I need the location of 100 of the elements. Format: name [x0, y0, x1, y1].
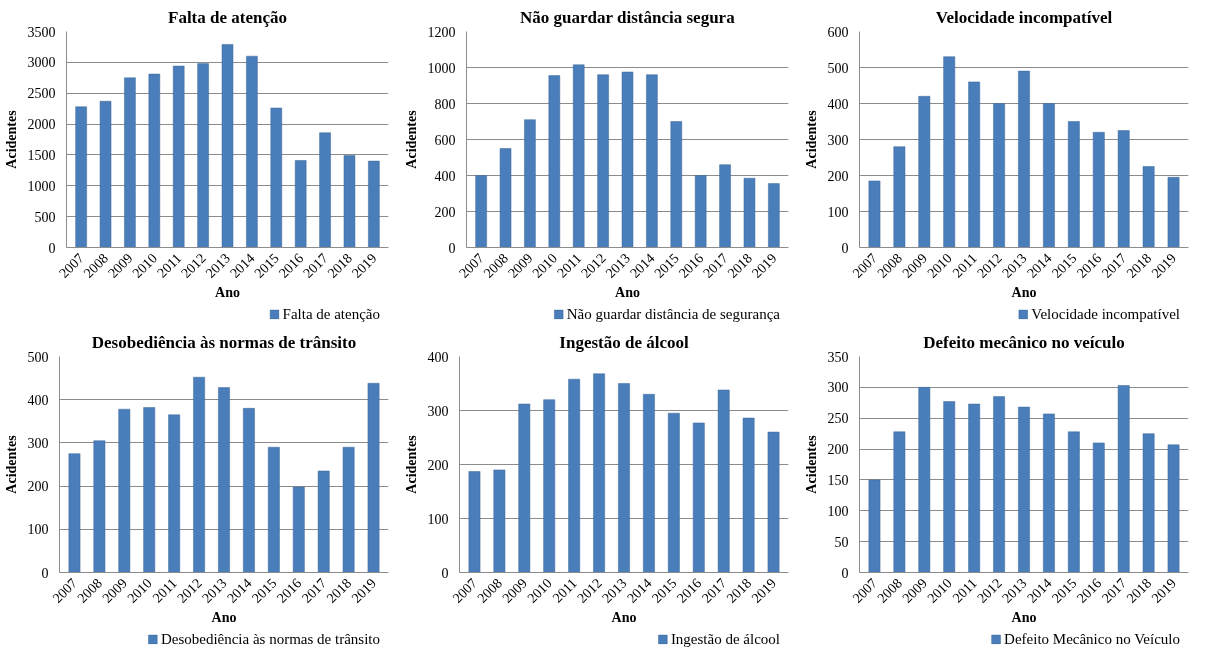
x-axis-title: Ano — [215, 285, 240, 301]
bar — [294, 160, 307, 248]
bar — [99, 100, 112, 248]
bar — [1142, 433, 1155, 573]
y-tick-label: 0 — [841, 240, 849, 256]
bar — [270, 107, 283, 248]
bar — [1043, 103, 1055, 248]
bar — [524, 119, 536, 248]
legend-label: Não guardar distância de segurança — [566, 305, 780, 323]
x-axis-title: Ano — [1011, 610, 1037, 626]
y-tick-label: 400 — [27, 392, 49, 408]
y-tick-label: 1000 — [27, 178, 56, 194]
bar — [597, 74, 609, 248]
chart-title: Velocidade incompatível — [935, 7, 1113, 27]
bar — [246, 55, 258, 248]
y-axis-title: Acidentes — [3, 109, 19, 169]
y-tick-label: 200 — [827, 442, 849, 458]
y-tick-label: 100 — [827, 503, 849, 519]
bar — [221, 44, 234, 248]
bar — [572, 64, 585, 248]
y-tick-label: 100 — [427, 511, 449, 527]
bar — [621, 71, 634, 248]
bar — [148, 73, 161, 248]
bar — [343, 155, 356, 248]
bar — [243, 408, 255, 573]
bar — [317, 470, 330, 573]
x-axis-title: Ano — [211, 610, 237, 626]
bar — [267, 446, 280, 573]
bar — [868, 479, 881, 573]
bar — [618, 383, 630, 573]
y-tick-label: 3000 — [27, 55, 56, 71]
bar — [493, 469, 506, 573]
bar — [893, 431, 906, 573]
bar — [168, 414, 181, 573]
bar — [993, 103, 1005, 248]
y-axis-title: Acidentes — [3, 434, 19, 494]
bar — [68, 453, 81, 573]
bar — [475, 175, 487, 248]
y-tick-label: 0 — [441, 565, 449, 581]
bar — [670, 121, 683, 248]
bar — [124, 77, 136, 248]
chart-title: Defeito mecânico no veículo — [923, 332, 1125, 352]
chart-title: Ingestão de álcool — [559, 332, 689, 352]
y-tick-label: 0 — [841, 565, 849, 581]
y-tick-label: 0 — [41, 565, 49, 581]
bar — [768, 183, 780, 248]
bar — [868, 180, 881, 248]
legend-label: Falta de atenção — [282, 305, 380, 323]
y-tick-label: 1000 — [427, 60, 456, 76]
y-tick-label: 400 — [427, 349, 449, 365]
chart-title: Falta de atenção — [168, 7, 287, 27]
bar — [993, 396, 1005, 573]
y-tick-label: 100 — [27, 522, 49, 538]
bar — [692, 422, 705, 573]
y-tick-label: 300 — [827, 132, 849, 148]
bar — [1117, 385, 1130, 573]
bar — [968, 403, 981, 573]
bar — [694, 175, 707, 248]
y-tick-label: 200 — [827, 168, 849, 184]
bar — [143, 407, 156, 573]
y-axis-title: Acidentes — [403, 434, 419, 494]
bar — [1142, 166, 1155, 248]
bar — [292, 486, 305, 573]
chart-title: Desobediência às normas de trânsito — [91, 332, 357, 352]
y-tick-label: 200 — [434, 204, 456, 220]
y-tick-label: 500 — [34, 209, 56, 225]
y-tick-label: 400 — [827, 96, 849, 112]
y-tick-label: 0 — [48, 240, 56, 256]
bar — [1117, 130, 1130, 248]
y-tick-label: 3500 — [27, 24, 56, 40]
x-axis-title: Ano — [615, 285, 640, 301]
y-tick-label: 150 — [827, 472, 849, 488]
y-tick-label: 300 — [427, 403, 449, 419]
bar — [197, 63, 209, 248]
bar — [943, 56, 956, 248]
bar — [593, 373, 605, 573]
legend-label: Ingestão de álcool — [670, 630, 780, 648]
legend-label: Velocidade incompatível — [1031, 305, 1180, 323]
y-tick-label: 50 — [834, 534, 849, 550]
y-tick-label: 600 — [827, 24, 849, 40]
bar — [193, 376, 205, 573]
bar — [1092, 132, 1105, 248]
bar — [1167, 177, 1180, 248]
bar — [218, 387, 230, 573]
y-tick-label: 800 — [434, 96, 456, 112]
bar — [893, 146, 906, 248]
bar — [468, 471, 481, 573]
bar — [719, 164, 731, 248]
legend-label: Desobediência às normas de trânsito — [160, 630, 380, 648]
x-axis-title: Ano — [1011, 285, 1037, 301]
bar — [767, 431, 780, 573]
bar — [543, 399, 556, 573]
y-axis-title: Acidentes — [403, 109, 419, 169]
bar — [717, 389, 730, 573]
bar — [568, 378, 581, 573]
y-tick-label: 600 — [434, 132, 456, 148]
bar — [342, 446, 355, 573]
bar — [1067, 121, 1080, 248]
bar — [93, 440, 106, 573]
bar — [742, 417, 755, 573]
